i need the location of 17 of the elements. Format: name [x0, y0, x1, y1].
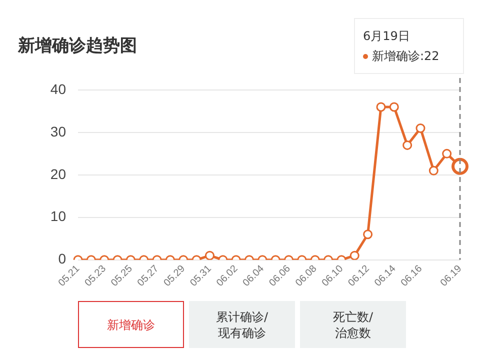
point — [416, 123, 426, 133]
point — [389, 102, 399, 112]
text: 新增确诊:22 — [372, 49, 440, 63]
y-tick-label: 40 — [50, 80, 66, 97]
y-tick-label: 20 — [50, 166, 66, 182]
point — [376, 102, 386, 112]
y-tick-label: 0 — [58, 250, 66, 267]
tab-button[interactable]: 累计确诊/ 现有确诊 — [189, 301, 295, 348]
point — [428, 166, 438, 176]
tab-button[interactable]: 新增确诊 — [78, 301, 184, 348]
chart-title: 新增确诊趋势图 — [18, 35, 137, 57]
point — [402, 140, 412, 150]
tab-button[interactable]: 死亡数/ 治愈数 — [300, 301, 406, 348]
point — [442, 148, 452, 158]
y-tick-label: 10 — [50, 208, 66, 224]
y-tick-label: 30 — [50, 123, 66, 140]
text: 6月19日 — [363, 28, 411, 45]
